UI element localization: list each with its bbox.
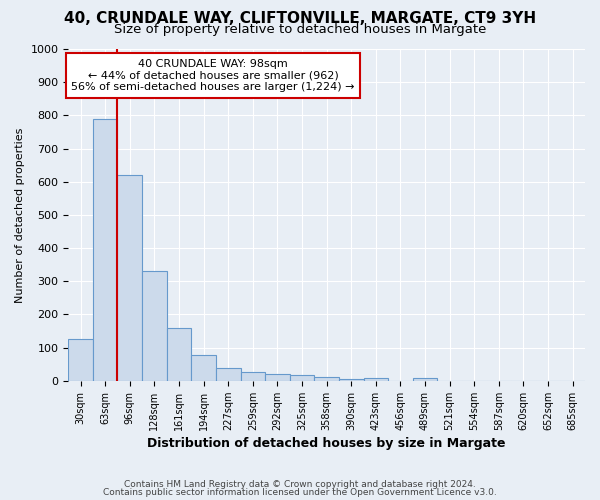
Text: Contains HM Land Registry data © Crown copyright and database right 2024.: Contains HM Land Registry data © Crown c… <box>124 480 476 489</box>
Bar <box>290 375 314 381</box>
Text: 40, CRUNDALE WAY, CLIFTONVILLE, MARGATE, CT9 3YH: 40, CRUNDALE WAY, CLIFTONVILLE, MARGATE,… <box>64 11 536 26</box>
Text: Size of property relative to detached houses in Margate: Size of property relative to detached ho… <box>114 22 486 36</box>
Text: Contains public sector information licensed under the Open Government Licence v3: Contains public sector information licen… <box>103 488 497 497</box>
Bar <box>265 374 290 381</box>
Bar <box>314 377 339 381</box>
Bar <box>339 379 364 381</box>
Y-axis label: Number of detached properties: Number of detached properties <box>15 127 25 302</box>
X-axis label: Distribution of detached houses by size in Margate: Distribution of detached houses by size … <box>148 437 506 450</box>
Bar <box>142 272 167 381</box>
Bar <box>216 368 241 381</box>
Bar <box>191 355 216 381</box>
Bar <box>68 340 93 381</box>
Bar <box>118 175 142 381</box>
Bar <box>413 378 437 381</box>
Text: 40 CRUNDALE WAY: 98sqm
← 44% of detached houses are smaller (962)
56% of semi-de: 40 CRUNDALE WAY: 98sqm ← 44% of detached… <box>71 59 355 92</box>
Bar <box>364 378 388 381</box>
Bar <box>93 118 118 381</box>
Bar <box>241 372 265 381</box>
Bar <box>167 328 191 381</box>
